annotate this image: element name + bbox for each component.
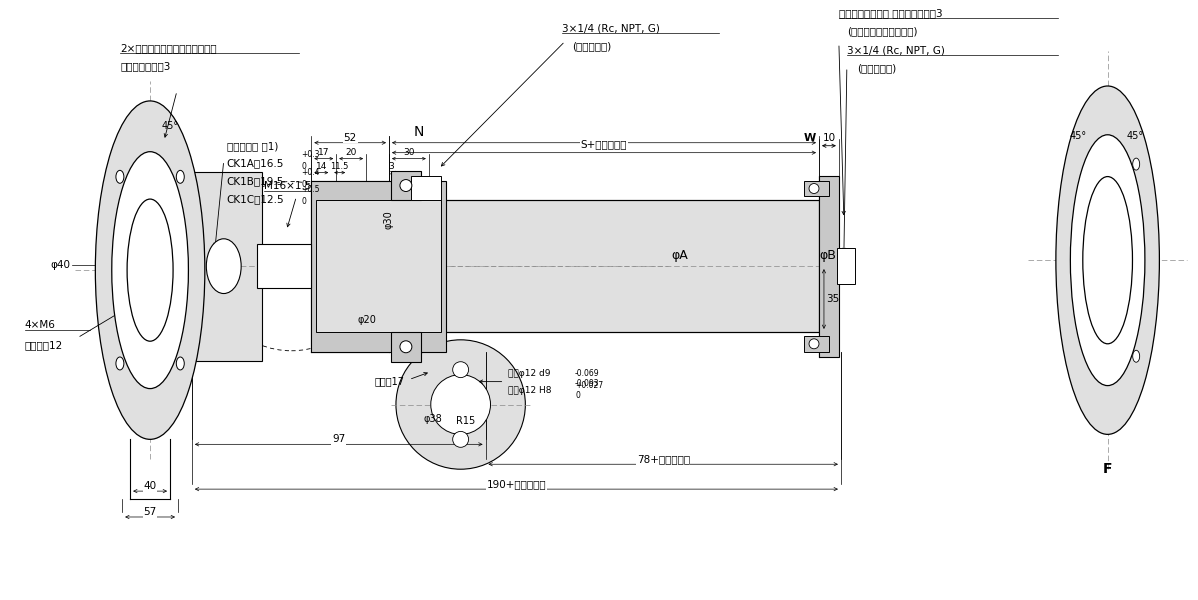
Text: F: F bbox=[1103, 462, 1113, 476]
Text: 二面幅17: 二面幅17 bbox=[375, 377, 405, 386]
Ellipse shape bbox=[176, 357, 184, 370]
Bar bbox=[837, 248, 855, 284]
Circle shape bbox=[397, 340, 526, 469]
Text: 4×M6: 4×M6 bbox=[25, 320, 55, 330]
Text: 57: 57 bbox=[144, 507, 157, 517]
Bar bbox=[804, 336, 829, 352]
Text: (チューブカバー側のみ): (チューブカバー側のみ) bbox=[847, 26, 918, 36]
Text: φA: φA bbox=[671, 249, 688, 262]
Bar bbox=[391, 332, 420, 362]
Text: φ30: φ30 bbox=[385, 211, 394, 229]
Text: 52: 52 bbox=[344, 133, 357, 143]
Text: 2×スピードコントローラバルブ: 2×スピードコントローラバルブ bbox=[120, 43, 217, 53]
Circle shape bbox=[400, 341, 412, 353]
Circle shape bbox=[809, 184, 819, 193]
Circle shape bbox=[453, 431, 468, 448]
Text: +0.4: +0.4 bbox=[302, 167, 320, 176]
Text: 0: 0 bbox=[302, 161, 307, 170]
Text: 3×1/4 (Rc, NPT, G): 3×1/4 (Rc, NPT, G) bbox=[847, 45, 945, 55]
Text: 0: 0 bbox=[302, 197, 307, 206]
Text: 40: 40 bbox=[144, 481, 157, 491]
Text: W: W bbox=[804, 133, 816, 143]
Text: 穴：φ12 H8: 穴：φ12 H8 bbox=[508, 386, 552, 395]
Text: 14: 14 bbox=[315, 161, 327, 170]
Ellipse shape bbox=[1070, 135, 1145, 386]
Text: +0.027: +0.027 bbox=[575, 380, 604, 389]
Ellipse shape bbox=[1083, 176, 1132, 344]
Bar bbox=[192, 172, 261, 361]
Text: R15: R15 bbox=[455, 416, 474, 427]
Text: +0.5: +0.5 bbox=[302, 185, 320, 194]
Text: -0.069: -0.069 bbox=[575, 368, 600, 377]
Circle shape bbox=[400, 179, 412, 191]
Text: 45°: 45° bbox=[162, 121, 180, 131]
Circle shape bbox=[809, 339, 819, 349]
Text: 45°: 45° bbox=[1127, 131, 1144, 141]
Text: M16×1.5: M16×1.5 bbox=[264, 181, 311, 191]
Text: 190+ストローク: 190+ストローク bbox=[486, 479, 546, 489]
Ellipse shape bbox=[176, 170, 184, 183]
Text: φ20: φ20 bbox=[357, 315, 376, 325]
Ellipse shape bbox=[1132, 350, 1139, 362]
Text: CK1A：16.5: CK1A：16.5 bbox=[226, 158, 284, 169]
Text: -0.093: -0.093 bbox=[575, 379, 600, 388]
Bar bbox=[804, 181, 829, 196]
Text: 3×1/4 (Rc, NPT, G): 3×1/4 (Rc, NPT, G) bbox=[562, 23, 660, 33]
Text: 軸：φ12 d9: 軸：φ12 d9 bbox=[508, 368, 551, 377]
Ellipse shape bbox=[1055, 86, 1160, 434]
Text: クレビス幅 注1): クレビス幅 注1) bbox=[226, 140, 278, 151]
Text: 頭部六角穴対辺3: 頭部六角穴対辺3 bbox=[120, 61, 170, 71]
Bar bbox=[819, 176, 839, 357]
Text: 0: 0 bbox=[575, 391, 580, 400]
Bar bbox=[411, 176, 441, 200]
Text: 10: 10 bbox=[822, 133, 835, 143]
Text: N: N bbox=[413, 125, 424, 139]
Bar bbox=[256, 244, 311, 288]
Ellipse shape bbox=[206, 239, 241, 293]
Bar bbox=[391, 170, 420, 200]
Bar bbox=[311, 181, 446, 352]
Text: +0.3: +0.3 bbox=[302, 149, 320, 158]
Text: 35: 35 bbox=[825, 294, 839, 304]
Text: (配管ポート): (配管ポート) bbox=[573, 41, 611, 51]
Text: S+ストローク: S+ストローク bbox=[581, 139, 628, 149]
Text: 45°: 45° bbox=[1069, 131, 1087, 141]
Circle shape bbox=[431, 374, 490, 434]
Bar bbox=[381, 200, 819, 332]
Circle shape bbox=[453, 362, 468, 377]
Text: (配管ポート): (配管ポート) bbox=[857, 63, 896, 73]
Text: 30: 30 bbox=[404, 148, 415, 157]
Text: 0: 0 bbox=[302, 179, 307, 188]
Text: 97: 97 bbox=[332, 434, 345, 445]
Ellipse shape bbox=[127, 199, 173, 341]
Ellipse shape bbox=[116, 170, 123, 183]
Ellipse shape bbox=[116, 357, 123, 370]
Bar bbox=[316, 200, 441, 332]
Text: CK1C：12.5: CK1C：12.5 bbox=[226, 194, 284, 205]
Text: φ38: φ38 bbox=[423, 415, 442, 424]
Text: 3: 3 bbox=[388, 161, 394, 170]
Text: CK1B：19.5: CK1B：19.5 bbox=[226, 176, 284, 187]
Text: クッションバルブ 頭部六角穴対辺3: クッションバルブ 頭部六角穴対辺3 bbox=[839, 8, 943, 19]
Ellipse shape bbox=[96, 101, 205, 439]
Text: 78+ストローク: 78+ストローク bbox=[636, 454, 690, 464]
Text: 17: 17 bbox=[317, 148, 329, 157]
Ellipse shape bbox=[1132, 158, 1139, 170]
Text: φB: φB bbox=[819, 249, 836, 262]
Text: 20: 20 bbox=[345, 148, 357, 157]
Text: φ40: φ40 bbox=[50, 260, 71, 270]
Text: ねじ深さ12: ねじ深さ12 bbox=[25, 340, 63, 350]
Ellipse shape bbox=[111, 152, 188, 389]
Text: 11.5: 11.5 bbox=[329, 161, 349, 170]
